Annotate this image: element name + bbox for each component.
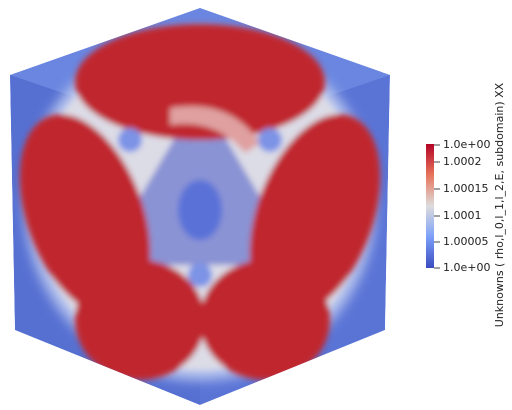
cube-render	[0, 8, 405, 405]
tick-label: 1.0002	[443, 155, 482, 168]
tick-label: 1.00005	[443, 235, 489, 248]
tick-group: 1.0e+00 1.0002 1.00015 1.0001 1.00005 1.0e+00	[434, 138, 490, 274]
viewport: 1.0e+001.00021.000151.00011.000051.0e+00…	[0, 0, 512, 410]
color-bar-title: Unknowns ( rho,l_0,l_1,l_2,E, subdomain)…	[493, 82, 506, 327]
tick-label: 1.0e+00	[443, 261, 490, 274]
color-legend: 1.0e+001.00021.000151.00011.000051.0e+00…	[426, 82, 506, 327]
tick-label: 1.0001	[443, 209, 482, 222]
color-bar	[426, 144, 434, 268]
tick-label: 1.00015	[443, 182, 489, 195]
page: 1.0e+001.00021.000151.00011.000051.0e+00…	[0, 0, 512, 410]
tick-label: 1.0e+00	[443, 138, 490, 151]
